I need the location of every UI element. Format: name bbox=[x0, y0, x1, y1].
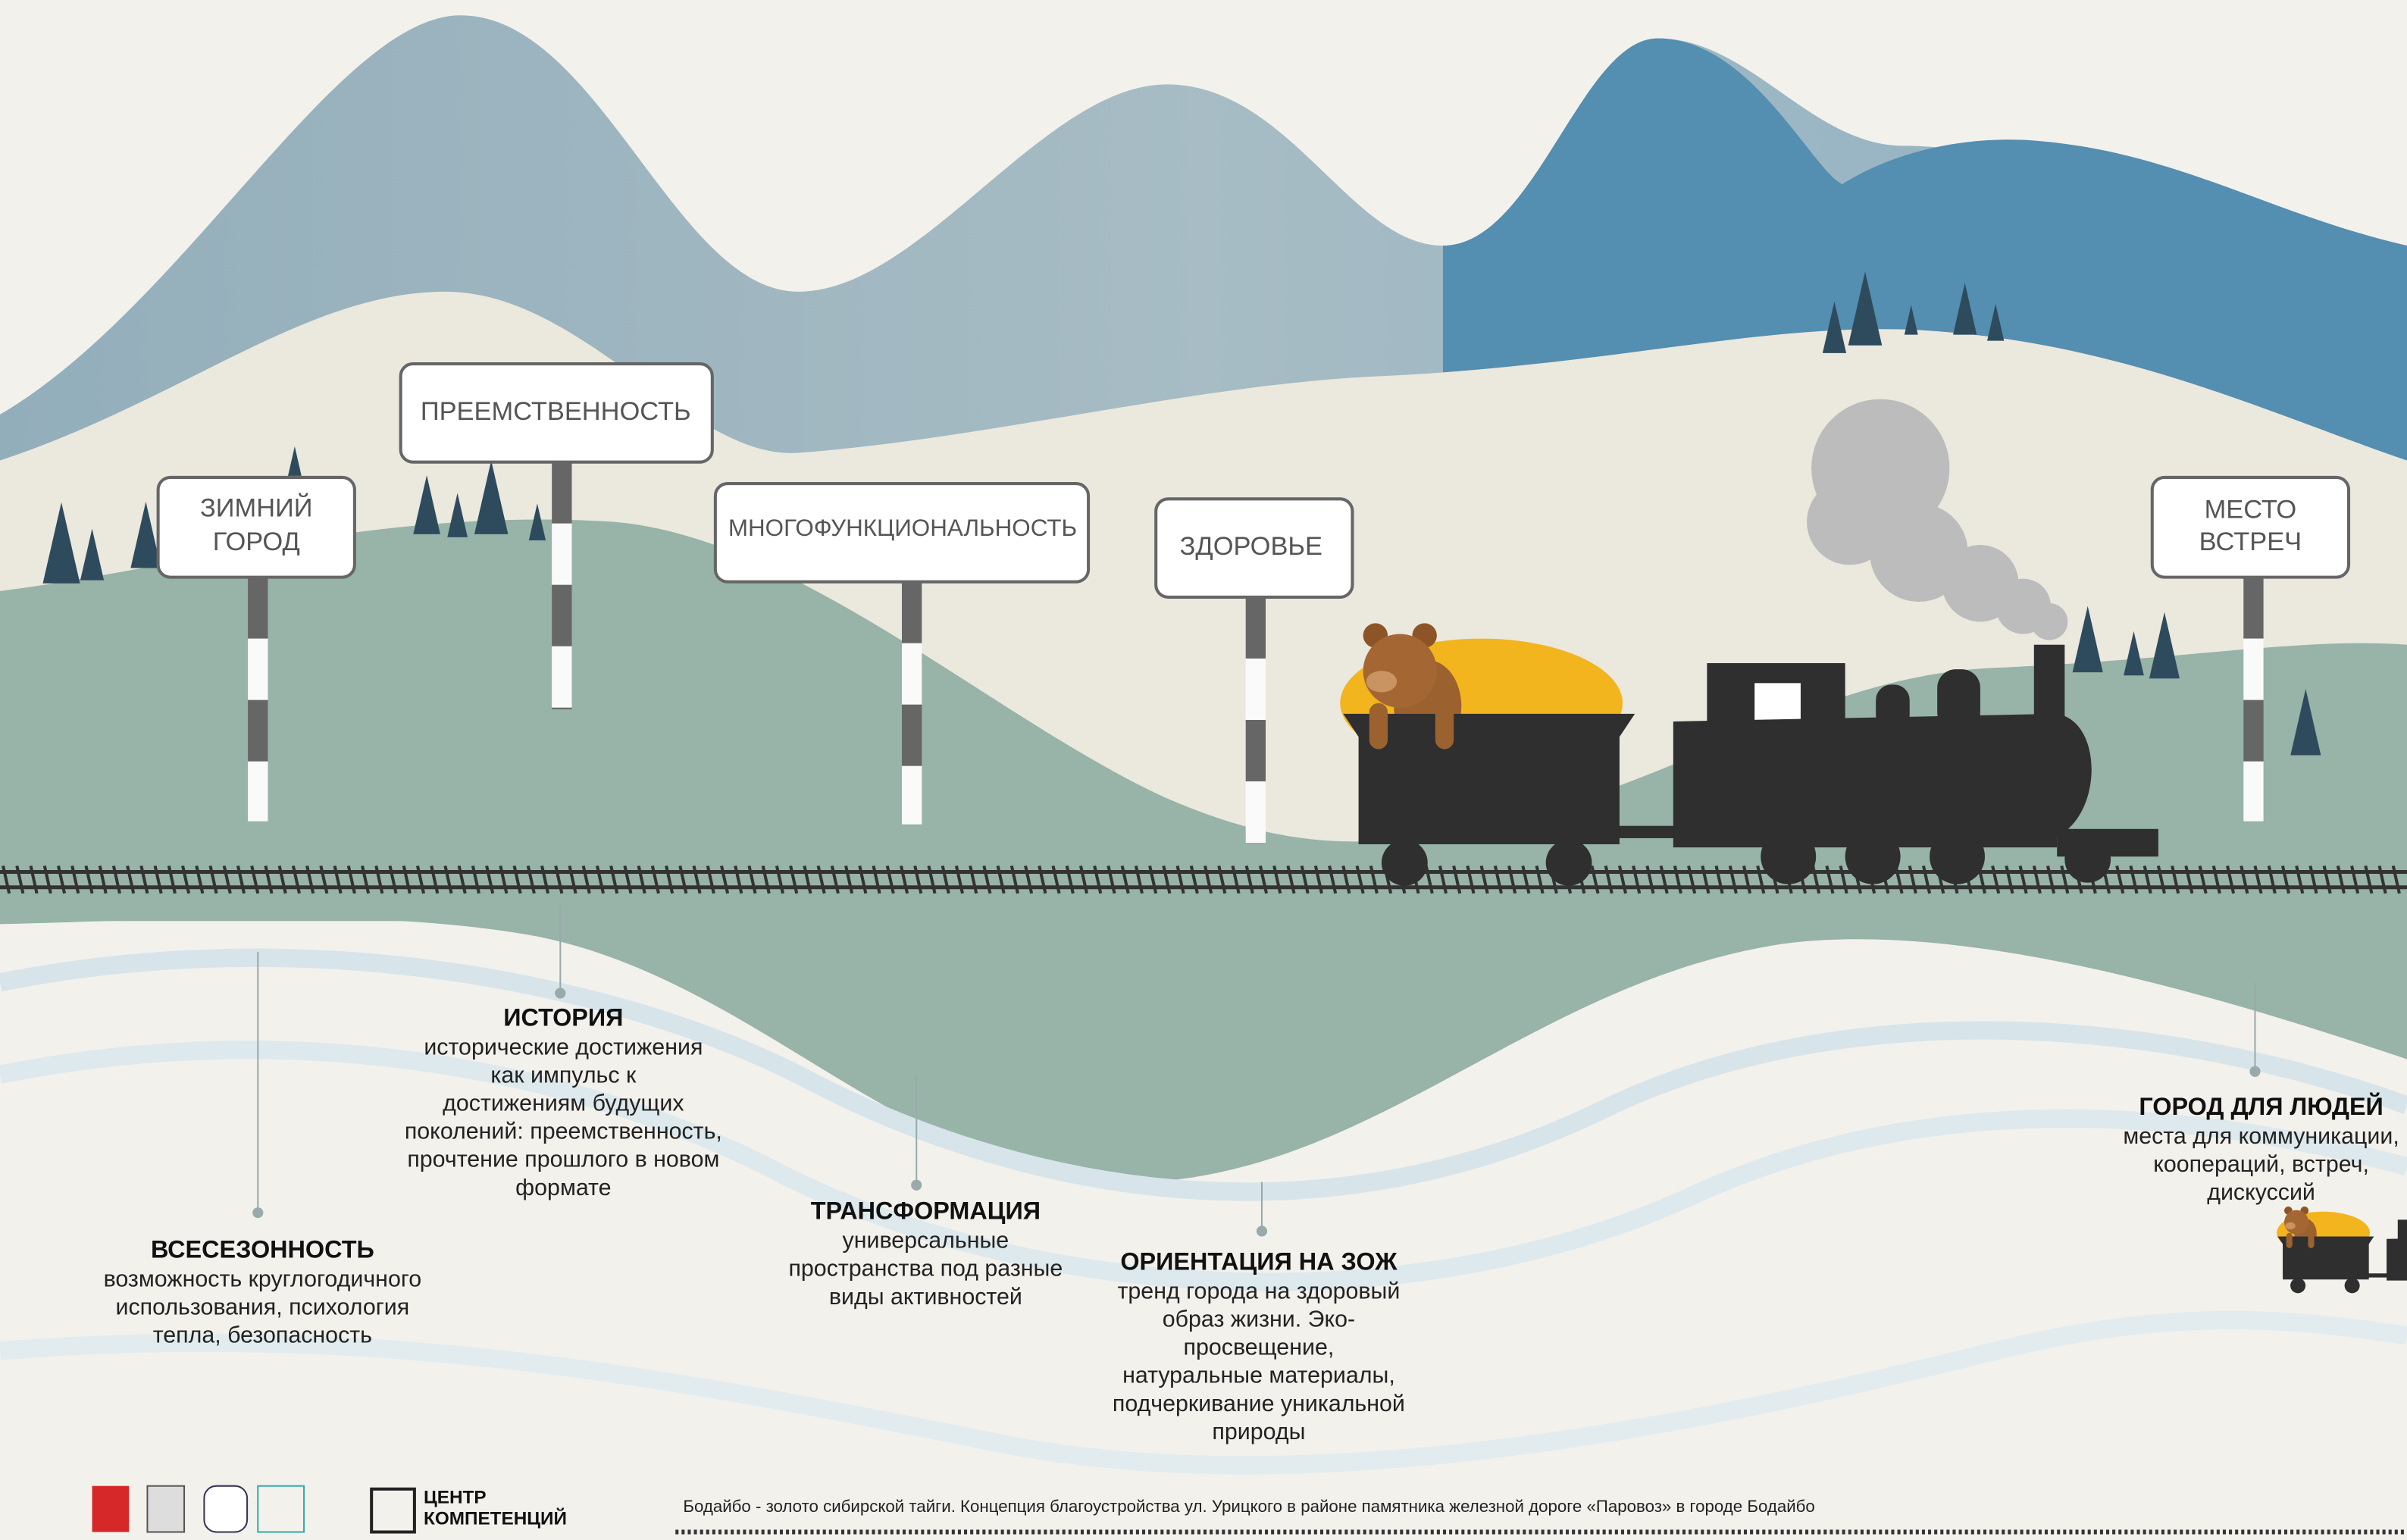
sign-post bbox=[902, 766, 922, 825]
principle-text: природы bbox=[1212, 1419, 1305, 1445]
principle-title: ВСЕСЕЗОННОСТЬ bbox=[151, 1235, 374, 1263]
principle-title: ТРАНСФОРМАЦИЯ bbox=[811, 1197, 1041, 1225]
principle-text: просвещение, bbox=[1184, 1335, 1335, 1360]
principle-text: возможность круглогодичного bbox=[104, 1266, 422, 1291]
sign-post bbox=[2243, 762, 2263, 822]
sign-post bbox=[552, 585, 571, 646]
sign-post bbox=[2243, 700, 2263, 762]
logo-text: КОМПЕТЕНЦИЙ bbox=[424, 1508, 567, 1529]
sign-label: ВСТРЕЧ bbox=[2199, 527, 2302, 556]
footer-caption: Бодайбо - золото сибирской тайги. Концеп… bbox=[683, 1497, 1814, 1516]
principle-title: ГОРОД ДЛЯ ЛЮДЕЙ bbox=[2139, 1091, 2384, 1120]
sign-label: МНОГОФУНКЦИОНАЛЬНОСТЬ bbox=[728, 515, 1077, 541]
coupler bbox=[1612, 826, 1681, 838]
principle-text: использования, психология bbox=[115, 1294, 409, 1319]
principle-text: тепла, безопасность bbox=[153, 1322, 372, 1348]
leader-dot bbox=[911, 1180, 922, 1191]
sign-post bbox=[1246, 597, 1266, 659]
leader-dot bbox=[1257, 1225, 1267, 1236]
principle-title: ОРИЕНТАЦИЯ НА ЗОЖ bbox=[1120, 1248, 1398, 1276]
logo-text: ЦЕНТР bbox=[424, 1487, 487, 1507]
principle-text: образ жизни. Эко- bbox=[1163, 1307, 1355, 1332]
wheel bbox=[1761, 829, 1816, 884]
principle-text: формате bbox=[515, 1175, 611, 1200]
sign-post bbox=[902, 643, 922, 705]
sign-post bbox=[2243, 639, 2263, 700]
principle-text: виды активностей bbox=[829, 1284, 1022, 1310]
sign-post bbox=[1246, 720, 1266, 781]
logo-emblem bbox=[204, 1486, 247, 1532]
leader-dot bbox=[555, 988, 565, 998]
sign-post bbox=[248, 762, 268, 822]
principle-text: места для коммуникации, bbox=[2123, 1123, 2399, 1149]
wheel bbox=[1845, 829, 1901, 884]
principle-text: подчеркивание уникальной bbox=[1113, 1391, 1405, 1416]
sign-post bbox=[552, 462, 571, 524]
wheel bbox=[1382, 840, 1428, 886]
sign-label: ПРЕЕМСТВЕННОСТЬ bbox=[421, 397, 691, 426]
principle-text: поколений: преемственность, bbox=[405, 1119, 722, 1144]
bear-snout bbox=[1366, 671, 1398, 692]
principle-text: коопераций, встреч, bbox=[2153, 1151, 2369, 1177]
logo-emblem bbox=[92, 1486, 130, 1532]
sign-post bbox=[1246, 659, 1266, 720]
wheel bbox=[1930, 829, 1985, 884]
loco-dome bbox=[1937, 669, 1980, 731]
sign-post bbox=[552, 524, 571, 585]
wheel bbox=[2064, 837, 2111, 883]
bear-paw bbox=[1369, 703, 1388, 750]
logo-emblem bbox=[147, 1486, 184, 1532]
bear-head bbox=[1363, 634, 1437, 708]
principle-text: прочтение прошлого в новом bbox=[407, 1147, 719, 1172]
sign-post bbox=[902, 582, 922, 643]
sign-post bbox=[248, 700, 268, 762]
sign-post bbox=[552, 708, 571, 709]
loco-dome bbox=[1876, 684, 1910, 731]
poster: ЗИМНИЙ ГОРОД ПРЕЕМСТВЕННОСТЬ МНОГОФУНКЦИОНА… bbox=[0, 0, 2407, 1540]
leader-dot bbox=[252, 1207, 263, 1218]
sign-post bbox=[248, 578, 268, 639]
sign-label: ЗИМНИЙ bbox=[200, 493, 313, 523]
bear-paw bbox=[1435, 703, 1454, 750]
sign-post bbox=[1246, 781, 1266, 843]
principle-text: дискуссий bbox=[2207, 1179, 2315, 1205]
loco-chimney bbox=[2034, 645, 2065, 721]
principle-text: тренд города на здоровый bbox=[1118, 1279, 1401, 1304]
principle-text: достижениям будущих bbox=[443, 1091, 684, 1116]
sign-label: МЕСТО bbox=[2205, 496, 2297, 524]
sign-post bbox=[902, 705, 922, 766]
leader-dot bbox=[2249, 1066, 2260, 1077]
principle-text: пространства под разные bbox=[788, 1256, 1063, 1282]
principle-text: как импульс к bbox=[490, 1063, 637, 1088]
loco-boiler bbox=[1673, 714, 2092, 847]
principle-text: натуральные материалы, bbox=[1122, 1363, 1395, 1388]
sign-post bbox=[248, 639, 268, 700]
wheel bbox=[1546, 840, 1592, 886]
sign-post bbox=[552, 646, 571, 708]
sign-post bbox=[2243, 578, 2263, 639]
smoke bbox=[2031, 603, 2068, 640]
sign-label: ЗДОРОВЬЕ bbox=[1180, 532, 1322, 561]
sign-label: ГОРОД bbox=[213, 527, 300, 556]
page: ЗИМНИЙ ГОРОД ПРЕЕМСТВЕННОСТЬ МНОГОФУНКЦИОНА… bbox=[0, 0, 2407, 1540]
principle-title: ИСТОРИЯ bbox=[503, 1004, 623, 1031]
principle-text: универсальные bbox=[843, 1228, 1009, 1254]
principle-text: исторические достижения bbox=[424, 1034, 703, 1060]
